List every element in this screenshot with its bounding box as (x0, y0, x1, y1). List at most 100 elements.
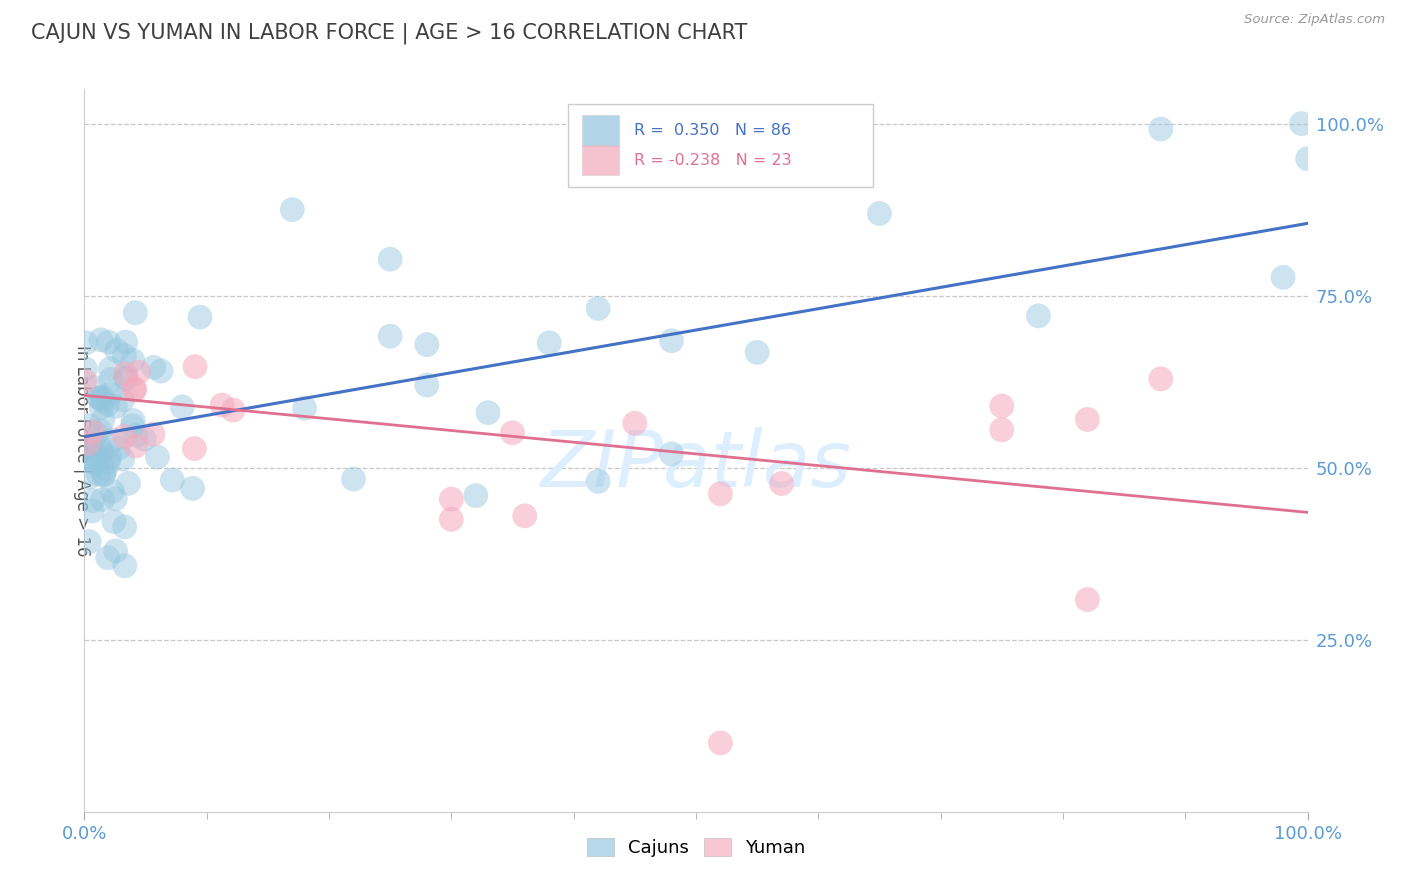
Point (96, 397, 118, 411)
Text: CAJUN VS YUMAN IN LABOR FORCE | AGE > 16 CORRELATION CHART: CAJUN VS YUMAN IN LABOR FORCE | AGE > 16… (31, 22, 748, 44)
Point (991, 399, 1014, 413)
Point (98, 386, 121, 401)
Point (661, 447, 683, 461)
Point (1150, 372, 1173, 386)
Point (1028, 309, 1050, 323)
Point (114, 334, 136, 349)
Point (91, 492, 114, 507)
Point (184, 359, 207, 374)
Point (991, 423, 1014, 437)
Point (342, 472, 364, 486)
Point (661, 334, 683, 348)
Point (75, 450, 97, 465)
Point (586, 475, 609, 489)
Point (87, 453, 110, 467)
Point (142, 360, 165, 375)
Point (112, 429, 135, 443)
Point (105, 343, 128, 358)
Point (93, 467, 115, 481)
Point (183, 442, 205, 456)
Point (84, 456, 107, 470)
Point (90, 333, 112, 347)
Point (98, 361, 121, 376)
Point (77, 534, 100, 549)
Point (93, 468, 115, 483)
Point (294, 401, 316, 416)
Point (477, 406, 499, 420)
Point (709, 736, 731, 750)
Text: ZIPatlas: ZIPatlas (540, 427, 852, 503)
Point (111, 452, 134, 467)
Point (82, 493, 104, 508)
Point (89, 424, 111, 438)
Point (77, 418, 100, 433)
FancyBboxPatch shape (582, 115, 619, 145)
Point (128, 365, 150, 379)
Point (91, 393, 114, 408)
Point (97, 550, 120, 565)
Point (1296, 152, 1319, 166)
Legend: Cajuns, Yuman: Cajuns, Yuman (579, 830, 813, 864)
Point (97, 455, 120, 469)
Point (124, 383, 146, 397)
Point (380, 329, 402, 343)
Point (114, 349, 136, 363)
Point (502, 425, 524, 440)
Point (211, 398, 233, 412)
Point (98, 450, 121, 464)
Point (1150, 122, 1173, 136)
Point (188, 310, 211, 325)
Text: Source: ZipAtlas.com: Source: ZipAtlas.com (1244, 13, 1385, 27)
Point (107, 442, 129, 456)
Point (82, 425, 104, 439)
Point (87, 467, 110, 481)
Point (83, 380, 105, 394)
Point (73, 374, 96, 388)
Point (440, 492, 463, 507)
Point (181, 482, 204, 496)
Point (134, 432, 156, 446)
Point (416, 378, 439, 392)
Point (114, 371, 136, 385)
Point (624, 417, 647, 431)
Point (83, 455, 105, 469)
Point (513, 508, 536, 523)
Point (869, 206, 891, 220)
Point (586, 301, 609, 316)
Point (103, 515, 125, 529)
Point (82, 504, 104, 518)
Point (115, 371, 138, 385)
Point (91, 391, 114, 405)
Point (84, 426, 107, 441)
Point (100, 372, 122, 386)
Point (89, 391, 111, 405)
Point (114, 367, 136, 381)
Point (121, 353, 143, 368)
Point (75, 335, 97, 350)
Point (104, 491, 127, 506)
Point (709, 487, 731, 501)
Point (114, 558, 136, 573)
Point (125, 428, 148, 442)
Point (104, 400, 127, 414)
Point (91, 413, 114, 427)
Point (162, 473, 184, 487)
Point (76, 436, 98, 450)
Point (150, 364, 173, 378)
Point (111, 392, 134, 407)
Point (104, 544, 127, 558)
Point (91, 445, 114, 459)
Point (79, 442, 101, 456)
Point (101, 484, 124, 499)
Point (121, 418, 143, 433)
Point (1272, 270, 1295, 285)
Point (416, 337, 439, 351)
Text: R =  0.350   N = 86: R = 0.350 N = 86 (634, 123, 790, 138)
FancyBboxPatch shape (582, 145, 619, 175)
Point (172, 400, 194, 414)
Point (117, 476, 139, 491)
Point (122, 413, 145, 427)
Point (464, 489, 486, 503)
Point (90, 401, 112, 415)
Point (97, 335, 120, 350)
